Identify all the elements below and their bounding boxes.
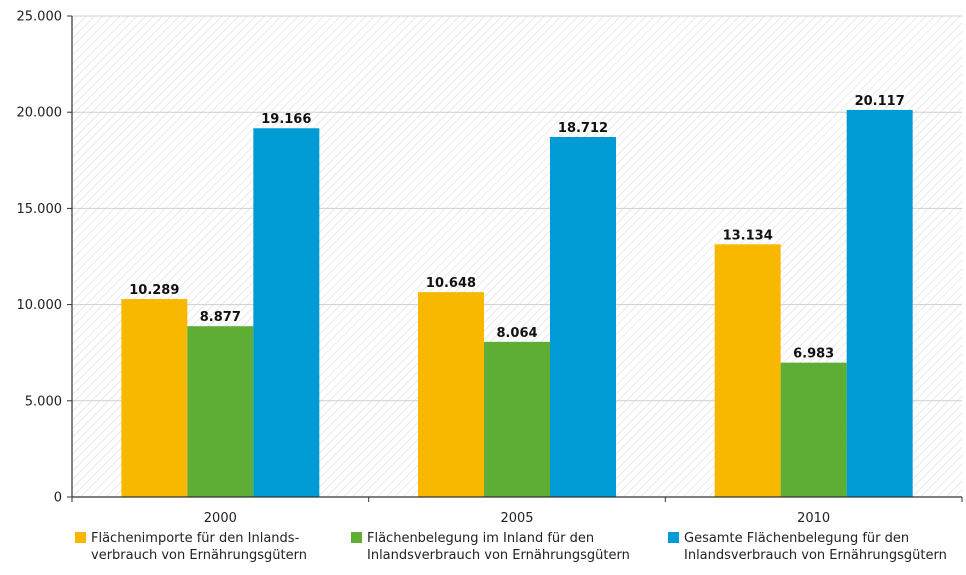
bar-s0-2005 (418, 292, 484, 497)
bar-s0-2010 (714, 244, 781, 497)
legend-swatch-0 (75, 532, 86, 543)
x-tick-label-2010: 2010 (797, 511, 830, 526)
data-label-s0-2010: 13.134 (723, 228, 773, 243)
x-tick-label-2005: 2005 (500, 511, 533, 526)
data-label-s1-2005: 8.064 (496, 326, 537, 341)
legend-label-2-line-0: Gesamte Flächenbelegung für den (684, 531, 909, 546)
legend-item-0: Flächenimporte für den Inlands-verbrauch… (75, 531, 307, 563)
data-label-s2-2000: 19.166 (261, 112, 311, 127)
legend-swatch-2 (668, 532, 679, 543)
bar-s1-2000 (187, 326, 254, 497)
data-label-s1-2000: 8.877 (200, 310, 241, 325)
y-tick-label-1: 5.000 (25, 394, 62, 409)
y-tick-label-0: 0 (54, 491, 62, 506)
y-tick-label-4: 20.000 (17, 106, 63, 121)
bar-s2-2005 (550, 136, 616, 497)
legend-label-1-line-1: Inlandsverbrauch von Ernährungsgütern (367, 548, 630, 563)
legend-label-0-line-1: verbrauch von Ernährungsgütern (91, 548, 307, 563)
legend-label-1-line-0: Flächenbelegung im Inland für den (367, 531, 594, 546)
legend-item-2: Gesamte Flächenbelegung für den Inlandsve… (668, 531, 947, 563)
data-label-s0-2000: 10.289 (129, 283, 179, 298)
legend-label-0-line-0: Flächenimporte für den Inlands- (91, 531, 300, 546)
bar-s1-2005 (484, 341, 550, 497)
bar-s2-2010 (846, 109, 913, 498)
data-label-s2-2010: 20.117 (855, 94, 905, 109)
legend-swatch-1 (351, 532, 362, 543)
data-label-s1-2010: 6.983 (793, 347, 834, 362)
legend-item-1: Flächenbelegung im Inland für den Inlands… (351, 531, 630, 563)
bar-s1-2010 (780, 362, 847, 497)
legend-label-2-line-1: Inlandsverbrauch von Ernährungsgütern (684, 548, 947, 563)
bar-s2-2000 (253, 128, 320, 497)
y-tick-label-5: 25.000 (17, 10, 63, 25)
bar-s0-2000 (121, 299, 188, 497)
x-tick-label-2000: 2000 (204, 511, 237, 526)
y-tick-label-3: 15.000 (17, 202, 63, 217)
y-tick-label-2: 10.000 (17, 298, 63, 313)
data-label-s2-2005: 18.712 (558, 121, 608, 136)
data-label-s0-2005: 10.648 (426, 276, 476, 291)
